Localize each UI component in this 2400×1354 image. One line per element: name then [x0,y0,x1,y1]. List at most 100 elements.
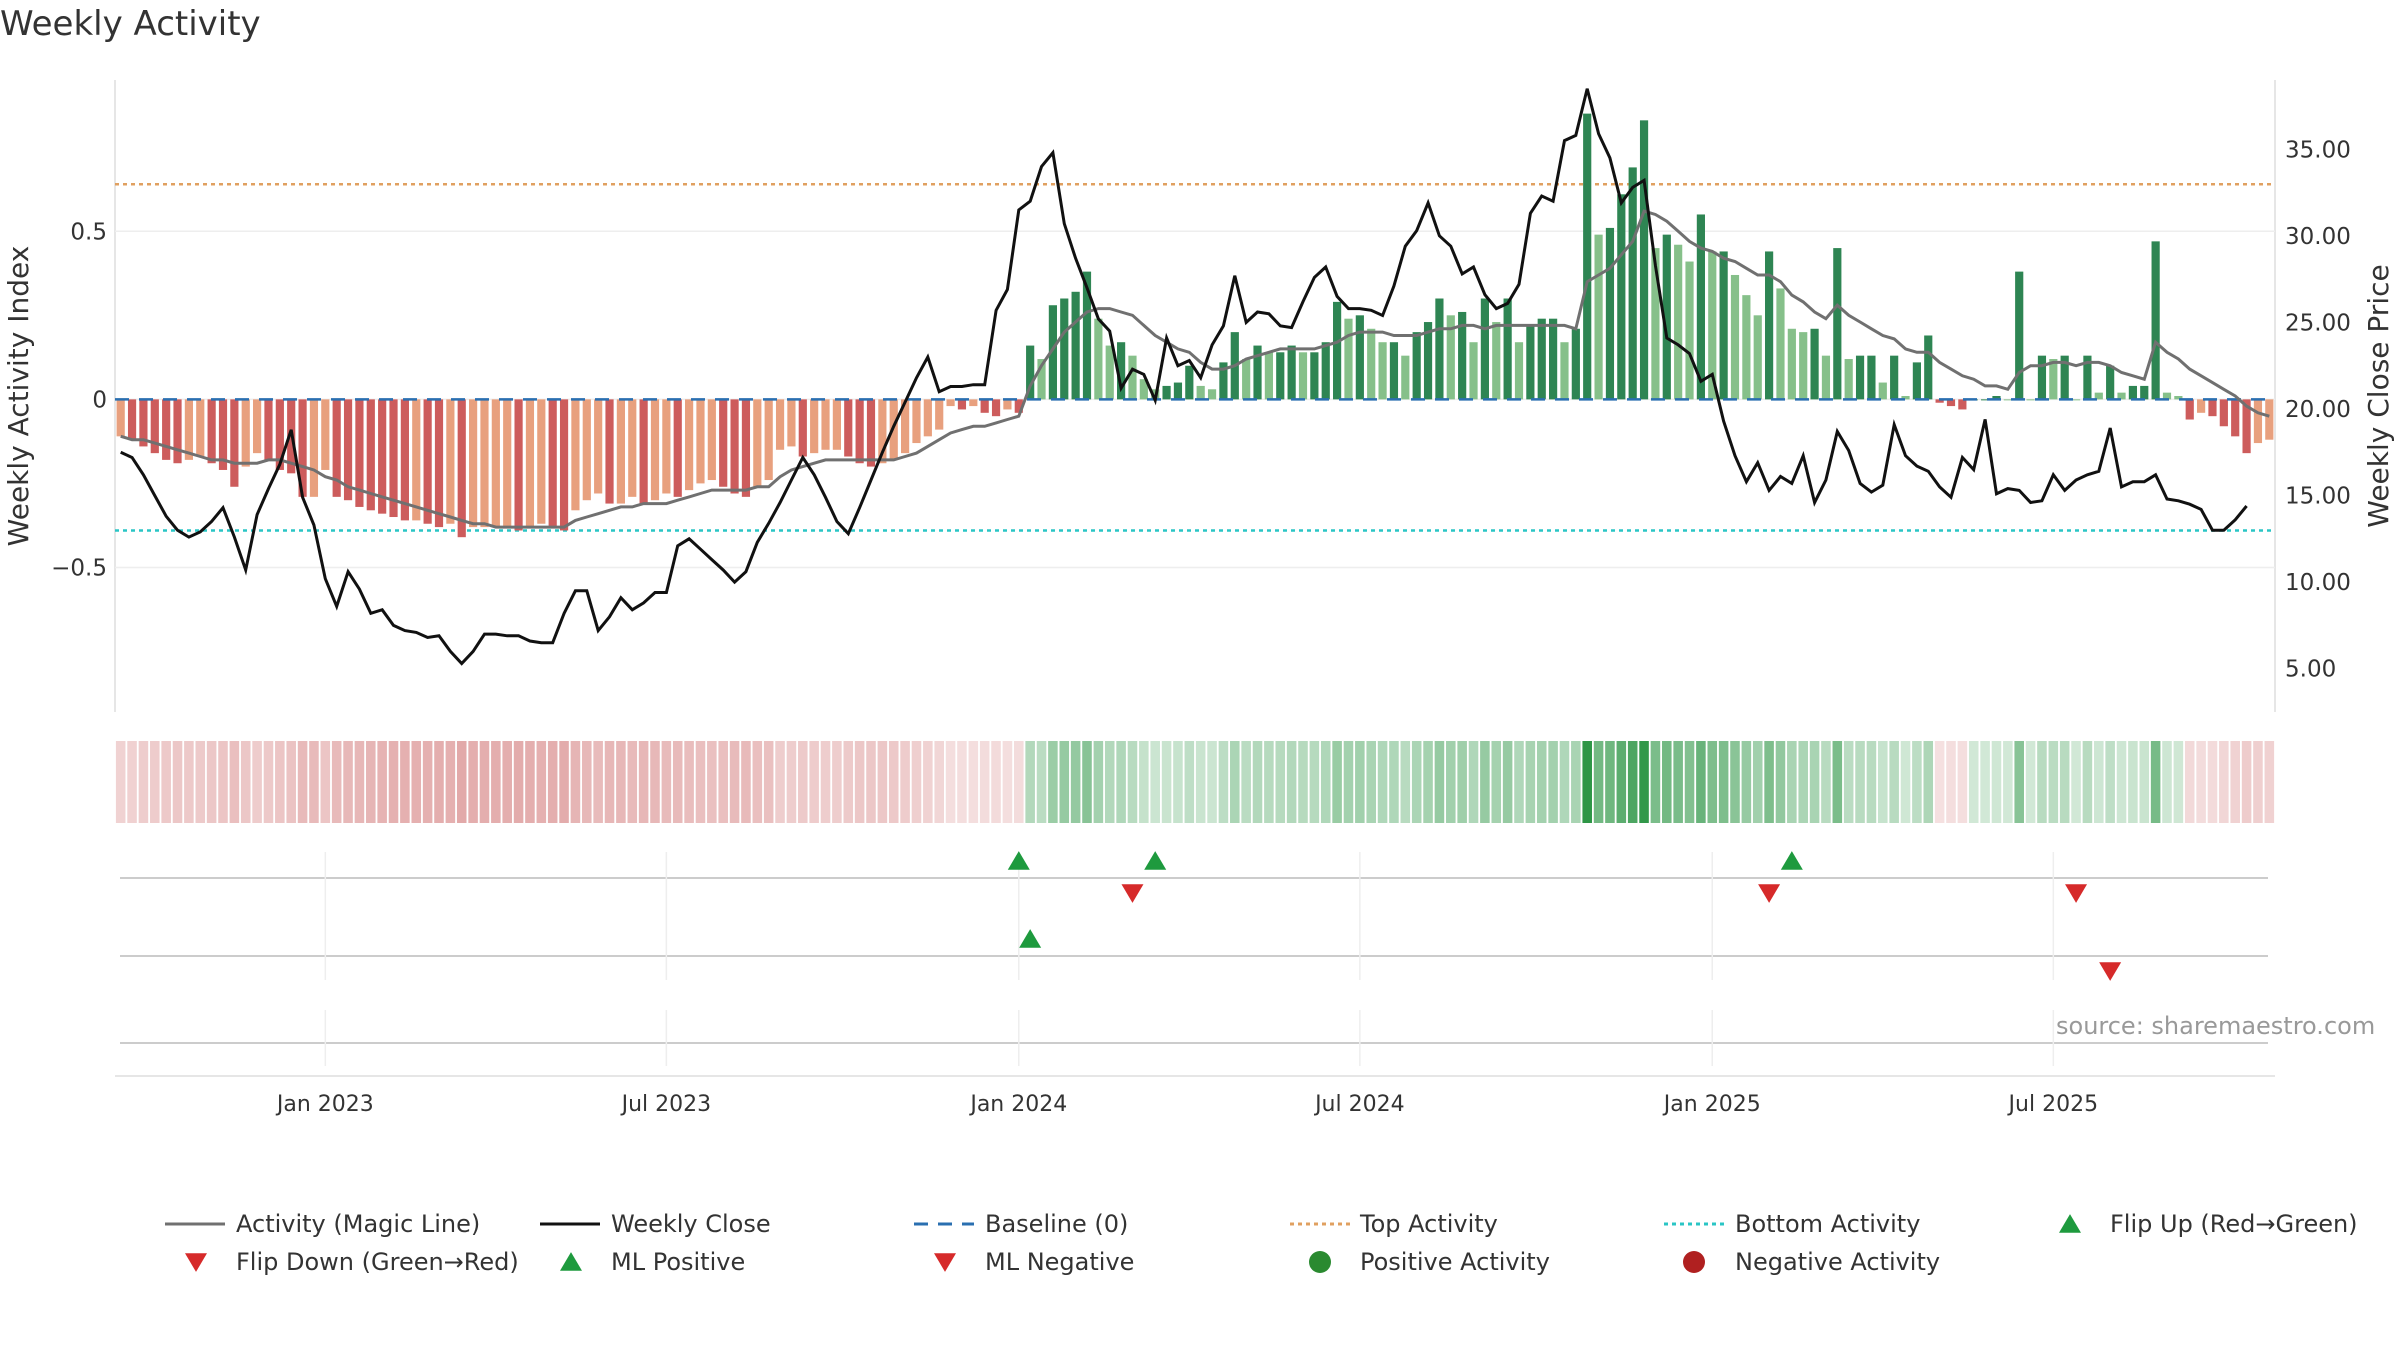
activity-bar [719,399,728,487]
heat-cell [547,741,558,823]
heat-cell [1161,741,1172,823]
activity-bar [878,399,887,464]
activity-bar [571,399,580,511]
legend-swatch-ml-negative [934,1253,956,1272]
flip-up-marker [1144,851,1167,870]
activity-bar [150,399,159,454]
heat-cell [445,741,456,823]
heat-cell [809,741,819,823]
activity-bar [491,399,500,528]
activity-bar [696,399,705,484]
activity-bar [639,399,648,504]
activity-bar [207,399,216,464]
heat-cell [1002,741,1013,823]
heat-cell [729,741,740,823]
activity-bar [1401,355,1410,400]
heat-cell [1912,741,1922,823]
heat-cell [2230,741,2240,823]
heat-cell [1548,741,1558,823]
heat-cell [616,741,626,823]
legend-label-top-activity: Top Activity [1359,1210,1498,1238]
activity-bar [1992,396,2001,400]
heat-cell [309,741,319,823]
heat-cell [1514,741,1524,823]
heat-cell [1559,741,1570,823]
heat-cell [923,741,933,823]
activity-bar [1048,305,1057,400]
activity-bar [1935,399,1944,403]
heat-cell [1900,741,1911,823]
heat-cell [1741,741,1752,823]
activity-bar [1855,355,1865,400]
heat-cell [2037,741,2047,823]
legend-label-positive-activity: Positive Activity [1360,1248,1550,1276]
activity-bar [196,399,205,457]
activity-bar [1378,342,1387,400]
heat-cell [2025,741,2036,823]
activity-bar [241,399,250,467]
heat-cell [1980,741,1990,823]
activity-bar [162,399,171,460]
heat-cell [331,741,342,823]
activity-bar [2060,355,2069,400]
x-tick-label: Jan 2023 [275,1092,374,1117]
activity-bar [1480,298,1489,400]
heat-cell [1480,741,1490,823]
activity-bar [127,399,137,440]
heat-cell [1252,741,1263,823]
heat-cell [2264,741,2275,823]
activity-bar [2083,355,2092,400]
activity-bar [1719,251,1728,400]
activity-bar [1890,355,1899,400]
activity-bar [1583,113,1592,400]
activity-bar [1117,342,1126,400]
heat-cell [1798,741,1808,823]
activity-bar [855,399,864,464]
activity-bar [1776,288,1785,400]
heat-cell [991,741,1001,823]
heat-cell [411,741,422,823]
heat-cell [1957,741,1968,823]
activity-bar [1787,328,1796,400]
activity-bar [2265,399,2274,440]
heat-cell [388,741,399,823]
heat-cell [1173,741,1183,823]
flip-up-marker [1780,851,1803,870]
heat-cell [1411,741,1422,823]
activity-bar [1617,194,1626,400]
heat-cell [229,741,240,823]
activity-bar [457,399,466,538]
activity-bar [1037,359,1046,400]
heat-cell [1195,741,1206,823]
heat-cell [1184,741,1195,823]
heat-cell [479,741,490,823]
activity-bar [1605,227,1615,400]
activity-bar [366,399,375,511]
heat-cell [1502,741,1513,823]
activity-bar [2242,399,2251,454]
heat-cell [138,741,149,823]
activity-bar [446,399,455,524]
activity-bar [548,399,557,528]
heat-cell [2207,741,2218,823]
activity-bar [1435,298,1444,400]
heat-cell [1662,741,1672,823]
heat-cell [434,741,444,823]
heat-cell [1809,741,1820,823]
legend-label-negative-activity: Negative Activity [1735,1248,1940,1276]
activity-bar [628,399,637,497]
activity-bar [2174,396,2183,400]
heat-cell [1468,741,1479,823]
heat-cell [1355,741,1365,823]
activity-bar [935,399,944,430]
heat-cell [1082,741,1092,823]
heat-cell [491,741,501,823]
activity-bar [1537,318,1546,400]
heat-cell [1571,741,1581,823]
heat-cell [843,741,854,823]
activity-bar [787,399,796,447]
source-label: source: sharemaestro.com [2056,1012,2376,1040]
heat-cell [536,741,547,823]
heat-cell [2071,741,2081,823]
heat-cell [582,741,592,823]
